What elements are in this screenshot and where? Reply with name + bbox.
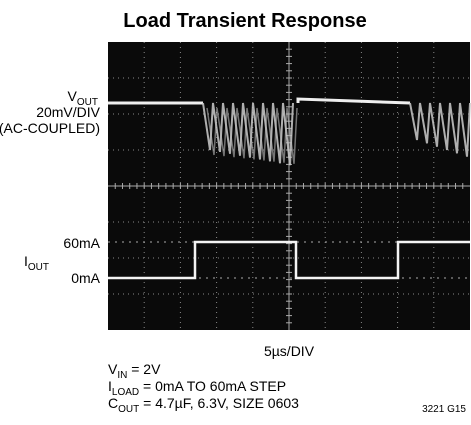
x-scale: 5µs/DIV [264,343,315,359]
condition-value: = 4.7µF, 6.3V, SIZE 0603 [139,395,299,411]
iout-low-label: 0mA [71,270,100,286]
title: Load Transient Response [123,10,366,32]
condition: COUT = 4.7µF, 6.3V, SIZE 0603 [108,395,299,415]
condition-subscript: OUT [118,404,139,415]
figure-id: 3221 G15 [422,404,466,415]
iout-label: IOUT [24,253,49,273]
condition-value: = 0mA TO 60mA STEP [139,378,286,394]
vout-scale: 20mV/DIV [36,104,100,120]
vout-coupling: (AC-COUPLED) [0,120,100,136]
condition-symbol: C [108,395,118,411]
figure: Load Transient Response VOUT 20mV/DIV (A… [0,0,471,425]
iout-high-label: 60mA [63,235,100,251]
condition-subscript: IN [117,370,127,381]
condition-value: = 2V [127,361,161,377]
